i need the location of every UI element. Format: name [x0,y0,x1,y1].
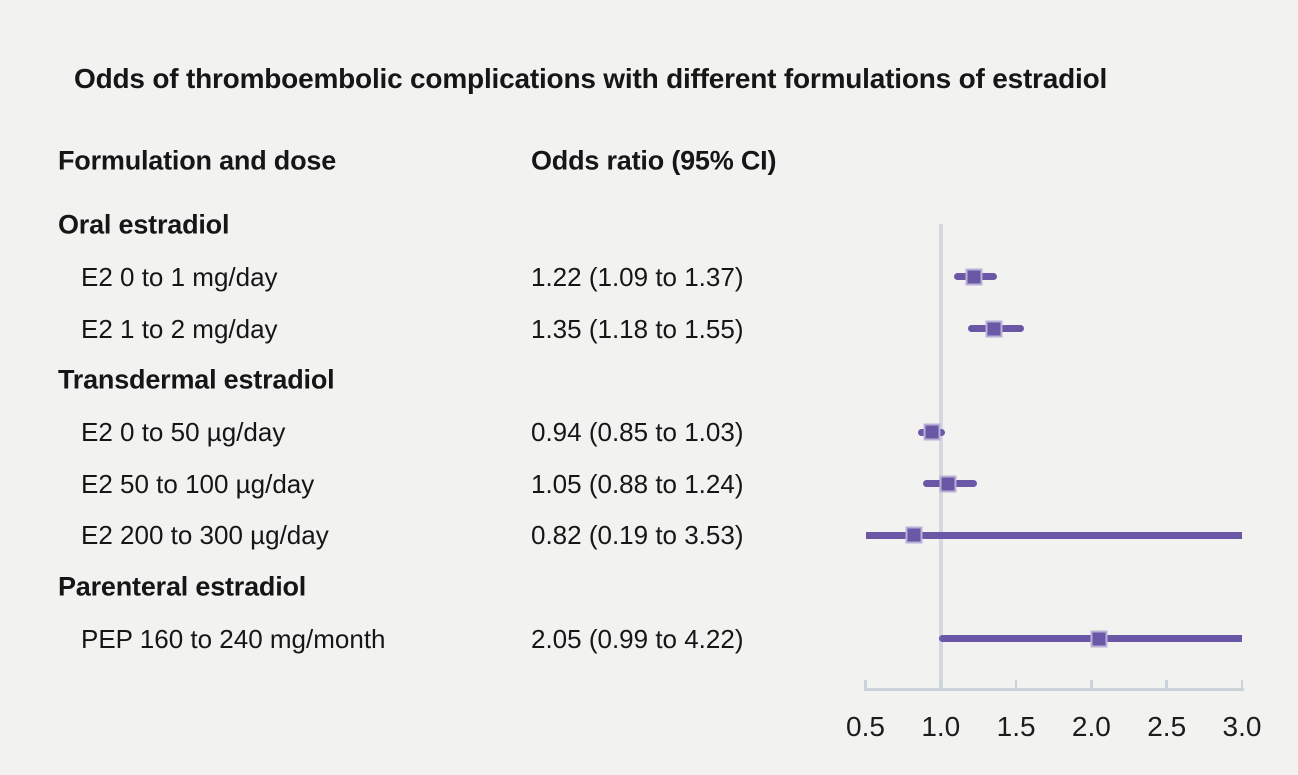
ci-line-e2-200-to-300-g-day [865,531,1242,539]
row-label-e2-0-to-1-mg-day: E2 0 to 1 mg/day [81,261,278,292]
row-label-e2-1-to-2-mg-day: E2 1 to 2 mg/day [81,313,278,344]
reference-line-1 [939,224,943,691]
row-odds-ratio-pep-160-to-240-mg-month: 2.05 (0.99 to 4.22) [531,623,744,654]
x-axis-tick-label-3.0: 3.0 [1222,711,1262,742]
x-axis-tick-label-2.5: 2.5 [1147,711,1187,742]
row-odds-ratio-e2-200-to-300-g-day: 0.82 (0.19 to 3.53) [531,520,744,551]
figure-title: Odds of thromboembolic complications wit… [74,63,1108,94]
row-odds-ratio-e2-1-to-2-mg-day: 1.35 (1.18 to 1.55) [531,313,744,344]
column-header-formulation: Formulation and dose [58,145,337,176]
column-header-odds-ratio: Odds ratio (95% CI) [531,145,777,176]
row-label-pep-160-to-240-mg-month: PEP 160 to 240 mg/month [81,623,386,654]
x-axis-tick-1.0 [939,680,943,688]
x-axis-tick-label-1.5: 1.5 [996,711,1036,742]
or-marker-e2-0-to-50-g-day [923,423,941,441]
row-label-e2-200-to-300-g-day: E2 200 to 300 µg/day [81,520,329,551]
row-label-e2-0-to-50-g-day: E2 0 to 50 µg/day [81,417,286,447]
x-axis-tick-label-2.0: 2.0 [1071,711,1111,742]
row-odds-ratio-e2-0-to-1-mg-day: 1.22 (1.09 to 1.37) [531,261,744,292]
group-label-oral-estradiol: Oral estradiol [58,209,230,240]
or-marker-e2-50-to-100-g-day [939,475,957,493]
x-axis-tick-label-0.5: 0.5 [846,711,885,742]
row-odds-ratio-e2-50-to-100-g-day: 1.05 (0.88 to 1.24) [531,468,744,499]
group-label-transdermal-estradiol: Transdermal estradiol [58,364,335,395]
x-axis-tick-0.5 [864,680,867,688]
x-axis-tick-2.5 [1165,680,1168,688]
x-axis-tick-2.0 [1090,680,1093,688]
x-axis-tick-3.0 [1240,680,1244,688]
row-odds-ratio-e2-0-to-50-g-day: 0.94 (0.85 to 1.03) [531,417,744,447]
x-axis-tick-label-1.0: 1.0 [921,711,961,742]
or-marker-e2-200-to-300-g-day [905,526,923,544]
row-label-e2-50-to-100-g-day: E2 50 to 100 µg/day [81,468,315,499]
or-marker-pep-160-to-240-mg-month [1090,630,1108,648]
or-marker-e2-0-to-1-mg-day [965,268,983,286]
x-axis-line [864,688,1244,691]
x-axis-tick-1.5 [1014,680,1018,688]
or-marker-e2-1-to-2-mg-day [985,320,1002,338]
group-label-parenteral-estradiol: Parenteral estradiol [58,571,307,602]
